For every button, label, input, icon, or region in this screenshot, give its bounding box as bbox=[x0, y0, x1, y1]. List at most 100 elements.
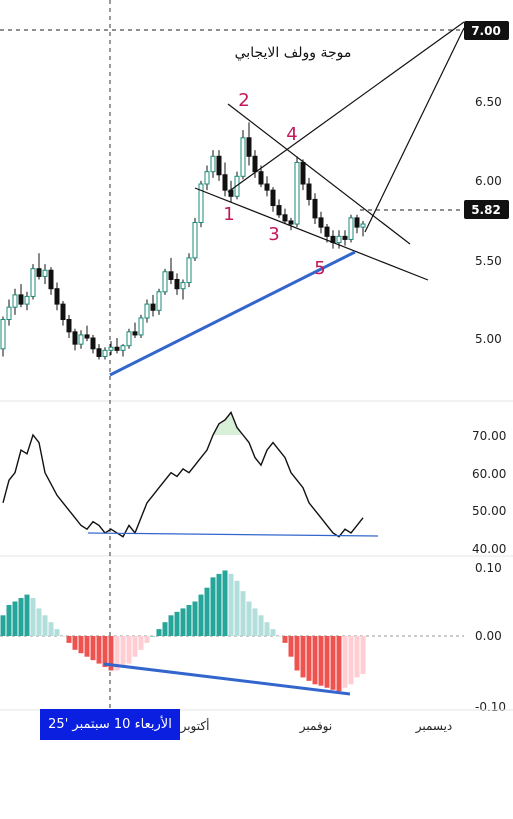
candle-down bbox=[60, 303, 66, 321]
candle-down bbox=[168, 271, 174, 280]
macd-bar bbox=[24, 594, 30, 636]
macd-bar bbox=[0, 615, 6, 636]
candle-down bbox=[300, 161, 306, 185]
candle-up bbox=[240, 137, 246, 177]
macd-bar bbox=[180, 608, 186, 636]
macd-bar bbox=[270, 629, 276, 636]
candle-up bbox=[0, 319, 6, 350]
macd-histogram bbox=[0, 570, 366, 692]
price-tick-label: 5.50 bbox=[475, 254, 502, 268]
svg-text:7.00: 7.00 bbox=[471, 24, 501, 38]
macd-bar bbox=[222, 570, 228, 636]
macd-bar bbox=[204, 587, 210, 636]
candle-down bbox=[270, 189, 276, 207]
candle-up bbox=[42, 269, 48, 277]
rsi-trendline bbox=[87, 532, 379, 537]
macd-bar bbox=[330, 636, 336, 690]
macd-bar bbox=[288, 636, 294, 657]
rsi-tick-label: 40.00 bbox=[472, 542, 506, 556]
candle-up bbox=[24, 295, 30, 305]
wolfe-line-target-projection bbox=[364, 27, 465, 233]
macd-bar bbox=[300, 636, 306, 678]
macd-tick-label: 0.00 bbox=[475, 629, 502, 643]
candle-up bbox=[30, 268, 36, 297]
macd-bar bbox=[360, 636, 366, 674]
macd-axis: 0.10 0.00 -0.10 bbox=[475, 561, 506, 714]
candle-up bbox=[120, 345, 126, 351]
candle-up bbox=[162, 271, 168, 293]
candle-down bbox=[264, 183, 270, 191]
rsi-axis: 70.00 60.00 50.00 40.00 bbox=[472, 429, 506, 556]
rsi-tick-label: 50.00 bbox=[472, 504, 506, 518]
candle-up bbox=[192, 222, 198, 259]
crosshair-date-label: الأربعاء 10 سبتمبر '25 bbox=[40, 709, 180, 740]
wolfe-line-1-4-target bbox=[227, 21, 465, 193]
candle-down bbox=[324, 226, 330, 237]
macd-trendline bbox=[103, 662, 351, 696]
candle-down bbox=[252, 155, 258, 173]
candle-down bbox=[84, 334, 90, 339]
rsi-tick-label: 60.00 bbox=[472, 467, 506, 481]
macd-bar bbox=[42, 615, 48, 636]
macd-bar bbox=[18, 598, 24, 636]
last-price-badge: 5.82 bbox=[464, 200, 509, 219]
candle-up bbox=[204, 171, 210, 185]
macd-bar bbox=[96, 636, 102, 664]
rsi-overbought-fill bbox=[3, 412, 363, 435]
macd-bar bbox=[174, 611, 180, 636]
macd-tick-label: 0.10 bbox=[475, 561, 502, 575]
candle-down bbox=[174, 278, 180, 290]
candle-up bbox=[186, 257, 192, 284]
candle-down bbox=[150, 303, 156, 311]
macd-bar bbox=[150, 636, 156, 637]
candle-down bbox=[72, 331, 78, 345]
candle-down bbox=[36, 268, 42, 277]
macd-bar bbox=[114, 636, 120, 671]
candle-up bbox=[138, 317, 144, 336]
macd-bar bbox=[240, 591, 246, 636]
candle-down bbox=[354, 217, 360, 228]
wolfe-wave-lines bbox=[194, 21, 465, 281]
macd-bar bbox=[72, 636, 78, 650]
candle-up bbox=[12, 294, 18, 308]
rsi-line bbox=[2, 411, 364, 538]
candle-up bbox=[108, 346, 114, 351]
macd-bar bbox=[132, 636, 138, 657]
candle-down bbox=[258, 171, 264, 185]
candle-up bbox=[102, 349, 108, 357]
wolfe-line-2-4 bbox=[227, 103, 411, 245]
macd-bar bbox=[264, 622, 270, 636]
macd-bar bbox=[324, 636, 330, 688]
wave-label-4: 4 bbox=[286, 124, 297, 145]
candle-down bbox=[54, 288, 60, 305]
svg-text:5.82: 5.82 bbox=[471, 203, 501, 217]
macd-bar bbox=[318, 636, 324, 686]
macd-bar bbox=[168, 615, 174, 636]
macd-bar bbox=[252, 608, 258, 636]
candle-up bbox=[198, 183, 204, 223]
candle-up bbox=[336, 235, 342, 244]
macd-bar bbox=[306, 636, 312, 681]
macd-bar bbox=[120, 636, 126, 668]
candle-down bbox=[282, 214, 288, 222]
macd-bar bbox=[102, 636, 108, 668]
candles-group bbox=[0, 122, 366, 360]
macd-bar bbox=[210, 577, 216, 636]
wave-labels: 1 2 3 4 5 bbox=[223, 90, 325, 279]
candle-down bbox=[306, 183, 312, 200]
wave-label-3: 3 bbox=[268, 224, 279, 245]
candle-down bbox=[342, 235, 348, 240]
macd-bar bbox=[348, 636, 354, 685]
macd-bar bbox=[126, 636, 132, 664]
candle-up bbox=[360, 223, 366, 228]
macd-bar bbox=[108, 636, 114, 671]
x-label-december: ديسمبر bbox=[415, 719, 453, 734]
candle-up bbox=[126, 331, 132, 347]
macd-bar bbox=[36, 608, 42, 636]
macd-bar bbox=[84, 636, 90, 657]
macd-bar bbox=[6, 604, 12, 636]
macd-bar bbox=[66, 636, 72, 643]
wave-label-5: 5 bbox=[314, 258, 325, 279]
macd-bar bbox=[342, 636, 348, 688]
